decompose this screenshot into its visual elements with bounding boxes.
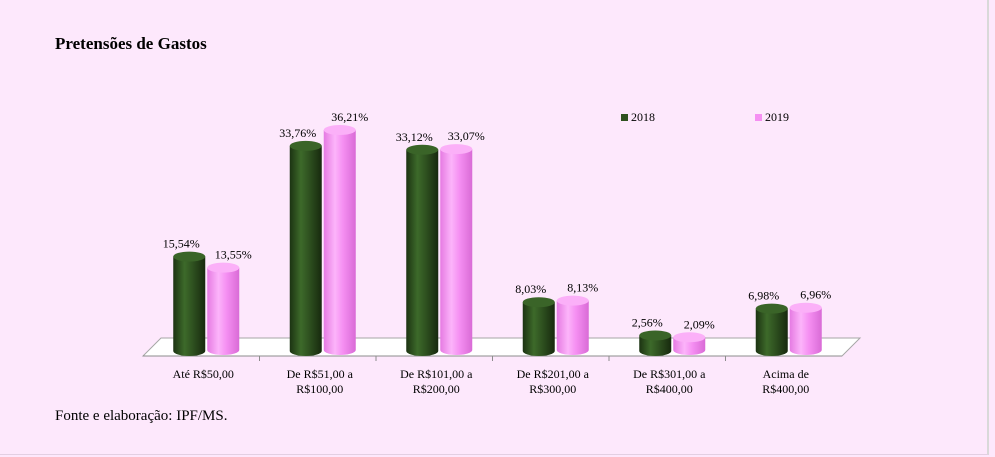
bar-2018-5 — [755, 303, 788, 357]
data-label-2019-1: 36,21% — [331, 110, 368, 124]
category-label-5: Acima de R$400,00 — [762, 367, 809, 396]
category-label-0: Até R$50,00 — [173, 367, 234, 381]
bar-2019-4 — [673, 332, 706, 355]
category-label-2: De R$101,00 a R$200,00 — [400, 367, 473, 396]
data-label-2019-0: 13,55% — [215, 248, 252, 262]
bar-2019-0 — [207, 262, 240, 355]
bar-2018-0 — [173, 251, 206, 357]
legend-label-2018: 2018 — [631, 110, 655, 124]
source-note: Fonte e elaboração: IPF/MS. — [55, 408, 228, 424]
data-label-2018-2: 33,12% — [396, 130, 433, 144]
chart-floor — [141, 337, 862, 361]
data-label-2018-1: 33,76% — [279, 126, 316, 140]
data-label-2019-4: 2,09% — [684, 317, 715, 331]
legend-label-2019: 2019 — [765, 110, 789, 124]
floor-plane — [141, 337, 862, 357]
legend: 2018 2019 — [621, 110, 789, 124]
legend-swatch-2019 — [755, 114, 762, 121]
bar-2019-2 — [440, 144, 473, 355]
data-label-2018-0: 15,54% — [163, 237, 200, 251]
category-label-1: De R$51,00 a R$100,00 — [287, 367, 354, 396]
bar-2018-4 — [639, 330, 672, 357]
data-label-2018-5: 6,98% — [748, 289, 779, 303]
bar-2018-2 — [406, 144, 439, 357]
bar-2018-3 — [522, 297, 555, 357]
category-label-3: De R$201,00 a R$300,00 — [517, 367, 590, 396]
bar-2019-5 — [789, 302, 822, 355]
data-label-2018-3: 8,03% — [515, 282, 546, 296]
bar-2019-3 — [556, 295, 589, 355]
chart-title: Pretensões de Gastos — [55, 34, 207, 53]
data-label-2019-5: 6,96% — [800, 288, 831, 302]
legend-swatch-2018 — [621, 114, 628, 121]
data-label-2019-3: 8,13% — [567, 281, 598, 295]
data-label-2018-4: 2,56% — [632, 315, 663, 329]
category-label-4: De R$301,00 a R$400,00 — [633, 367, 706, 396]
data-label-2019-2: 33,07% — [448, 129, 485, 143]
bar-2019-1 — [323, 125, 356, 355]
bar-2018-1 — [289, 140, 322, 357]
